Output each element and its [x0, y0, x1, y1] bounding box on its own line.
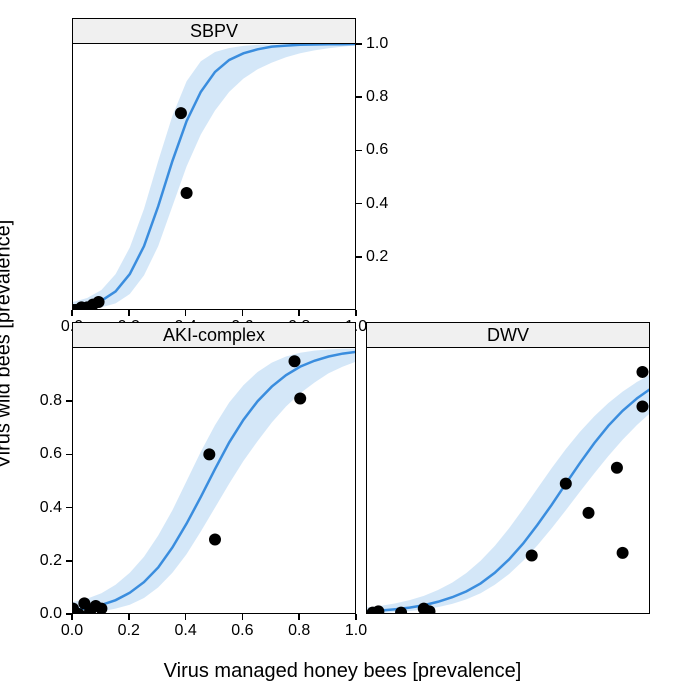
y-tick	[356, 43, 362, 45]
plot-area-dwv	[366, 348, 650, 614]
x-tick	[242, 614, 244, 620]
panel-title-strip: SBPV	[72, 18, 356, 44]
panel-title: DWV	[487, 325, 529, 346]
x-tick-label: 0.4	[174, 622, 196, 640]
y-tick-label: 0.6	[366, 141, 388, 159]
panel-title: AKI-complex	[163, 325, 265, 346]
plot-svg-sbpv	[73, 44, 356, 310]
y-tick	[66, 507, 72, 509]
y-tick-label: 0.2	[40, 552, 62, 570]
x-tick	[128, 614, 130, 620]
data-point	[203, 448, 215, 460]
plot-area-aki	[72, 348, 356, 614]
x-tick	[298, 310, 300, 316]
x-tick-label: 0.6	[231, 622, 253, 640]
y-tick	[66, 560, 72, 562]
figure: Virus wild bees [prevalence] Virus manag…	[0, 0, 685, 687]
x-tick-label: 0.8	[288, 622, 310, 640]
y-tick-label: 0.6	[40, 445, 62, 463]
panel-sbpv: SBPV 0.00.20.40.60.81.00.20.40.60.81.0	[72, 18, 356, 310]
data-point	[93, 296, 105, 308]
x-tick	[185, 614, 187, 620]
data-point	[617, 547, 629, 559]
panel-dwv: DWV	[366, 322, 650, 614]
x-tick	[242, 310, 244, 316]
data-point	[526, 549, 538, 561]
x-tick	[185, 310, 187, 316]
panel-aki: AKI-complex 0.00.20.40.60.81.00.00.20.40…	[72, 322, 356, 614]
data-point	[636, 401, 648, 413]
y-tick-label: 0.4	[366, 195, 388, 213]
x-tick	[71, 310, 73, 316]
data-point	[611, 462, 623, 474]
x-tick	[355, 614, 357, 620]
x-tick-label: 1.0	[345, 622, 367, 640]
x-tick	[71, 614, 73, 620]
y-tick-label: 0.2	[366, 248, 388, 266]
x-axis-label: Virus managed honey bees [prevalence]	[164, 660, 522, 683]
data-point	[209, 534, 221, 546]
data-point	[294, 393, 306, 405]
x-tick	[355, 310, 357, 316]
confidence-ribbon	[73, 349, 356, 614]
y-tick	[66, 454, 72, 456]
plot-area-sbpv	[72, 44, 356, 310]
x-tick	[298, 614, 300, 620]
data-point	[289, 355, 301, 367]
data-point	[583, 507, 595, 519]
plot-svg-aki	[73, 348, 356, 614]
y-tick-label: 0.4	[40, 499, 62, 517]
y-tick	[356, 256, 362, 258]
y-tick	[66, 400, 72, 402]
y-axis-label: Virus wild bees [prevalence]	[0, 219, 16, 468]
data-point	[175, 107, 187, 119]
data-point	[181, 187, 193, 199]
panel-title-strip: DWV	[366, 322, 650, 348]
y-tick-label: 1.0	[366, 35, 388, 53]
y-tick	[66, 613, 72, 615]
y-tick	[356, 203, 362, 205]
x-tick-label: 0.2	[118, 622, 140, 640]
panel-title-strip: AKI-complex	[72, 322, 356, 348]
x-tick-label: 0.0	[61, 622, 83, 640]
y-tick	[356, 96, 362, 98]
y-tick-label: 0.8	[40, 392, 62, 410]
panel-title: SBPV	[190, 21, 238, 42]
x-tick	[128, 310, 130, 316]
y-tick-label: 0.8	[366, 88, 388, 106]
plot-svg-dwv	[367, 348, 650, 614]
y-tick	[356, 150, 362, 152]
confidence-ribbon	[73, 44, 356, 310]
confidence-ribbon	[367, 374, 650, 613]
data-point	[560, 478, 572, 490]
data-point	[636, 366, 648, 378]
y-tick-label: 0.0	[40, 605, 62, 623]
